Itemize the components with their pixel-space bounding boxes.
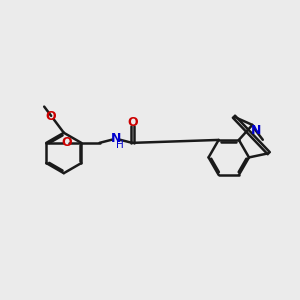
Text: N: N (111, 132, 121, 145)
Text: O: O (46, 110, 56, 123)
Text: O: O (61, 136, 71, 149)
Text: H: H (116, 140, 124, 150)
Text: O: O (127, 116, 137, 129)
Text: N: N (251, 124, 261, 137)
